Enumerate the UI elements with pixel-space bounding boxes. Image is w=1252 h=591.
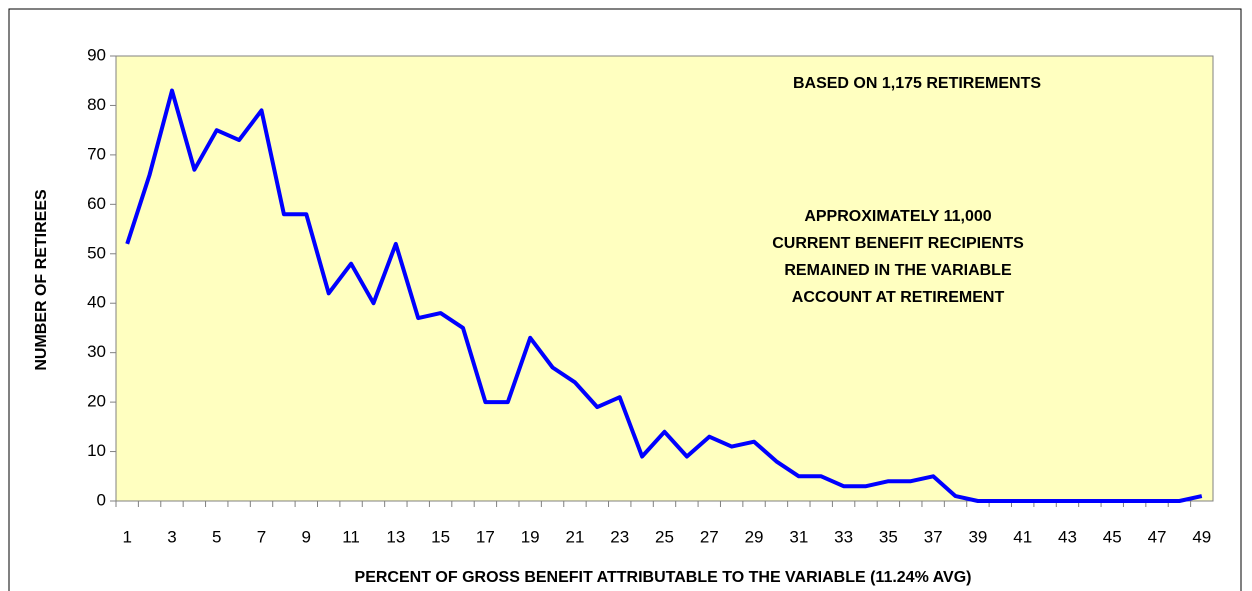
y-tick-label: 0 [97, 490, 106, 509]
y-tick-label: 80 [87, 95, 106, 114]
data-line [125, 88, 1203, 503]
x-tick-label: 49 [1192, 527, 1211, 546]
y-tick-label: 30 [87, 342, 106, 361]
annotation: ACCOUNT AT RETIREMENT [792, 289, 1005, 306]
x-tick-label: 7 [257, 527, 266, 546]
x-axis-label: PERCENT OF GROSS BENEFIT ATTRIBUTABLE TO… [355, 569, 972, 586]
x-tick-label: 37 [924, 527, 943, 546]
x-tick-label: 23 [610, 527, 629, 546]
annotation: APPROXIMATELY 11,000 [804, 208, 991, 225]
y-tick-label: 20 [87, 392, 106, 411]
annotation: REMAINED IN THE VARIABLE [784, 262, 1012, 279]
x-tick-label: 29 [745, 527, 764, 546]
x-tick-label: 27 [700, 527, 719, 546]
y-tick-label: 70 [87, 144, 106, 163]
y-axis-label: NUMBER OF RETIREES [33, 189, 50, 371]
x-tick-label: 5 [212, 527, 221, 546]
x-tick-label: 47 [1148, 527, 1167, 546]
y-tick-label: 90 [87, 45, 106, 64]
x-tick-label: 9 [302, 527, 311, 546]
y-tick-label: 10 [87, 441, 106, 460]
x-tick-label: 3 [167, 527, 176, 546]
plot-area [115, 55, 1214, 502]
x-tick-label: 25 [655, 527, 674, 546]
x-tick-label: 45 [1103, 527, 1122, 546]
x-tick-label: 31 [789, 527, 808, 546]
annotation: BASED ON 1,175 RETIREMENTS [793, 75, 1041, 92]
x-tick-label: 35 [879, 527, 898, 546]
annotation: CURRENT BENEFIT RECIPIENTS [772, 235, 1024, 252]
x-tick-label: 1 [122, 527, 131, 546]
x-tick-label: 43 [1058, 527, 1077, 546]
x-tick-label: 11 [342, 527, 360, 546]
chart-border [8, 8, 1242, 591]
x-tick-label: 33 [834, 527, 853, 546]
x-tick-label: 17 [476, 527, 495, 546]
x-tick-label: 13 [386, 527, 405, 546]
x-tick-label: 15 [431, 527, 450, 546]
y-tick-label: 50 [87, 243, 106, 262]
y-tick-label: 60 [87, 194, 106, 213]
x-tick-label: 39 [968, 527, 987, 546]
x-tick-label: 41 [1013, 527, 1032, 546]
y-tick-label: 40 [87, 293, 106, 312]
x-tick-label: 21 [565, 527, 584, 546]
x-tick-label: 19 [521, 527, 540, 546]
